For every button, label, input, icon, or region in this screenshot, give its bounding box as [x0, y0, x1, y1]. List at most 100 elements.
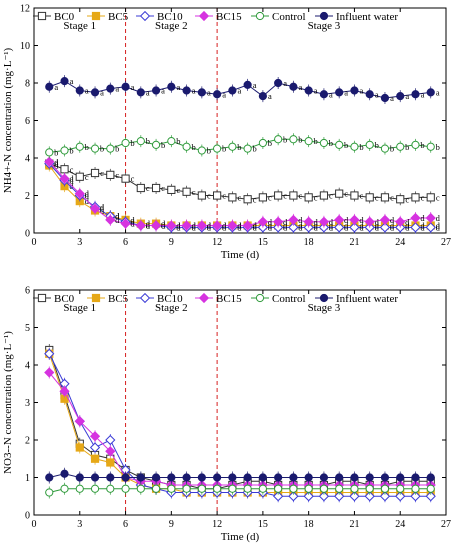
data-point — [167, 473, 176, 482]
data-point — [151, 183, 161, 193]
data-point — [106, 144, 115, 153]
series-bc5 — [45, 347, 435, 499]
significance-letter: b — [405, 142, 409, 152]
significance-letter: a — [207, 87, 211, 97]
data-point — [151, 484, 161, 493]
significance-letter: c — [390, 192, 394, 202]
data-point — [59, 173, 70, 184]
data-point — [196, 220, 207, 231]
significance-letter: c — [329, 191, 333, 201]
significance-letter: b — [390, 144, 394, 154]
data-point — [396, 484, 405, 493]
data-point — [304, 86, 313, 95]
significance-letter: d — [359, 221, 364, 231]
significance-letter: c — [115, 170, 119, 180]
y-tick-label: 4 — [25, 154, 30, 165]
significance-letter: c — [70, 164, 74, 174]
significance-letter: c — [85, 172, 89, 182]
data-point — [364, 491, 375, 502]
data-point — [60, 165, 69, 174]
data-point — [213, 473, 222, 482]
data-point — [121, 82, 130, 91]
series-bc0: c c c c c c c c c c c c c c c c c c c c c c c c c c — [45, 157, 440, 206]
data-point — [334, 214, 345, 225]
data-point — [60, 469, 69, 478]
significance-letter: d — [314, 222, 319, 232]
significance-letter: c — [176, 185, 180, 195]
data-point — [304, 137, 313, 146]
significance-letter: d — [54, 159, 59, 169]
data-point — [105, 214, 116, 225]
data-point — [197, 191, 206, 200]
significance-letter: a — [237, 86, 241, 96]
significance-letter: c — [436, 192, 440, 202]
significance-letter: d — [298, 222, 303, 232]
significance-letter: d — [298, 215, 303, 225]
significance-letter: d — [176, 222, 181, 232]
legend-marker — [91, 11, 101, 21]
data-point — [90, 168, 100, 178]
data-point — [350, 191, 359, 200]
data-point — [136, 88, 145, 97]
series-bc15 — [44, 366, 436, 491]
data-point — [243, 195, 252, 204]
significance-letter: d — [100, 206, 105, 216]
data-point — [44, 367, 55, 378]
significance-letter: b — [375, 140, 379, 150]
significance-letter: d — [298, 221, 303, 231]
significance-letter: b — [100, 144, 104, 154]
significance-letter: d — [146, 219, 151, 229]
y-axis-title: NH4+-N concentration (mg·L⁻¹) — [2, 47, 14, 193]
legend-label: Influent water — [336, 11, 398, 23]
significance-letter: b — [436, 142, 440, 152]
legend-marker — [255, 11, 265, 21]
data-point — [379, 214, 391, 225]
data-point — [318, 216, 330, 227]
significance-letter: b — [222, 144, 226, 154]
significance-letter: a — [360, 86, 364, 96]
significance-letter: b — [161, 140, 165, 150]
data-point — [60, 484, 69, 493]
y-tick-label: 2 — [25, 436, 30, 447]
series-influent-water — [45, 467, 435, 484]
data-point — [380, 93, 390, 103]
x-tick-label: 27 — [441, 237, 451, 248]
significance-letter: a — [131, 82, 135, 92]
x-axis-title: Time (d) — [221, 531, 260, 543]
data-point — [289, 484, 298, 493]
data-point — [349, 222, 360, 233]
significance-letter: d — [405, 221, 410, 231]
significance-letter: d — [420, 222, 425, 232]
significance-letter: d — [314, 217, 319, 227]
data-point — [426, 484, 435, 493]
data-point — [166, 220, 177, 231]
significance-letter: d — [115, 215, 120, 225]
significance-letter: b — [237, 142, 241, 152]
data-point — [395, 216, 406, 227]
data-point — [106, 473, 115, 482]
data-point — [411, 484, 420, 493]
data-point — [121, 138, 130, 148]
significance-letter: a — [299, 82, 303, 92]
data-point — [350, 86, 359, 95]
significance-letter: d — [54, 161, 59, 171]
data-point — [197, 146, 206, 155]
significance-letter: d — [176, 221, 181, 231]
data-point — [75, 172, 84, 181]
data-point — [167, 137, 176, 146]
significance-letter: d — [253, 221, 258, 231]
data-point — [289, 82, 298, 91]
data-point — [364, 216, 375, 227]
data-point — [228, 193, 237, 202]
data-point — [365, 473, 374, 482]
significance-letter: c — [405, 194, 409, 204]
x-tick-label: 24 — [395, 519, 405, 530]
significance-letter: a — [192, 86, 196, 96]
data-point — [426, 88, 435, 97]
series-control: b b b b b b b b b b b b b b b b b b b b b b b b b b — [45, 133, 440, 159]
significance-letter: d — [359, 222, 364, 232]
data-point — [411, 193, 420, 202]
x-tick-label: 12 — [212, 237, 222, 248]
data-point — [151, 86, 161, 95]
